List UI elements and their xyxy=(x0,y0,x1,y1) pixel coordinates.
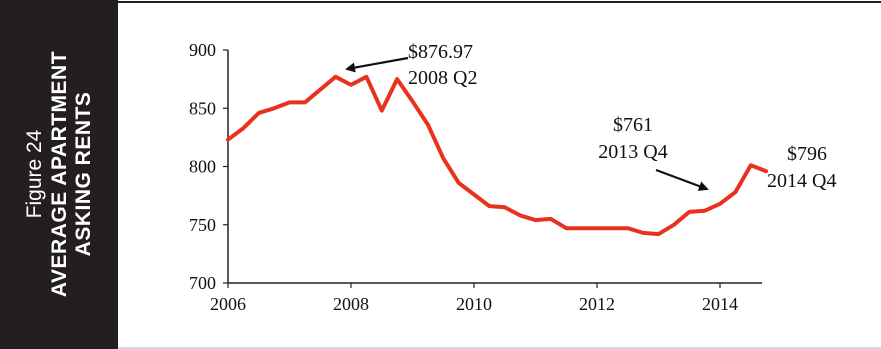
series-line-rent xyxy=(226,74,769,237)
annotation-2: $761 2013 Q4 xyxy=(598,114,709,191)
y-tick-label: 700 xyxy=(189,273,216,293)
x-tick-label: 2012 xyxy=(579,294,615,314)
annotation-period: 2008 Q2 xyxy=(408,67,477,89)
annotation-period: 2013 Q4 xyxy=(598,141,667,163)
y-tick-label: 850 xyxy=(189,98,216,118)
annotation-value: $796 xyxy=(787,143,827,165)
x-tick-label: 2008 xyxy=(333,294,369,314)
annotation-value: $876.97 xyxy=(408,41,473,63)
axes: 700 750 800 850 900 2006 2008 2010 2012 2014 xyxy=(189,40,762,314)
annotations: $876.97 2008 Q2 $761 2013 Q4 $796 2014 Q4 xyxy=(345,41,836,192)
x-tick-label: 2006 xyxy=(210,294,246,314)
annotation-period: 2014 Q4 xyxy=(767,170,836,192)
annotation-arrow xyxy=(345,56,409,73)
top-rule xyxy=(118,1,881,3)
y-tick-label: 800 xyxy=(189,157,216,177)
bottom-rule xyxy=(118,347,881,349)
x-tick-label: 2010 xyxy=(456,294,492,314)
annotation-3: $796 2014 Q4 xyxy=(767,143,836,192)
figure-side-panel: Figure 24 AVERAGE APARTMENT ASKING RENTS xyxy=(0,0,118,349)
annotation-1: $876.97 2008 Q2 xyxy=(345,41,477,89)
y-tick-label: 750 xyxy=(189,215,216,235)
annotation-arrow xyxy=(655,168,709,191)
x-tick-label: 2014 xyxy=(702,294,738,314)
y-tick-label: 900 xyxy=(189,40,216,60)
series-layer xyxy=(226,74,769,237)
annotation-value: $761 xyxy=(613,114,653,136)
